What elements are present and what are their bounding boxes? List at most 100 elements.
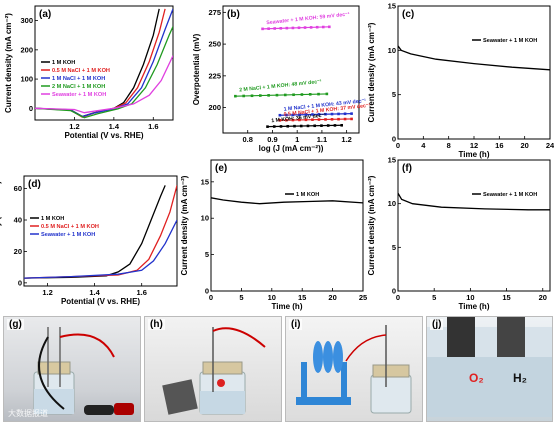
x-tick-label: 25	[359, 293, 367, 302]
data-point	[320, 124, 323, 127]
y-tick-label: 300	[20, 16, 33, 25]
photo-label-g: (g)	[7, 319, 24, 330]
hydrogen-label: H₂	[513, 371, 527, 385]
data-point	[306, 124, 310, 128]
chart-panel-b: 0.8 0.9 1 1.1 1.2 200 225 250 275 log (J (mA cm⁻²…	[192, 5, 371, 153]
x-tick-label: 5	[432, 293, 436, 302]
x-tick-label: 0	[396, 141, 400, 150]
y-tick-label: 5	[392, 90, 396, 99]
data-point	[279, 125, 283, 128]
series-line	[398, 45, 550, 71]
data-point	[300, 93, 304, 96]
y-axis-label: Overpotential (mV)	[192, 33, 201, 105]
data-point	[292, 93, 295, 97]
data-point	[250, 94, 254, 98]
y-tick-label: 0	[392, 135, 396, 144]
x-tick-label: 1.2	[69, 122, 79, 131]
y-tick-label: 5	[205, 250, 209, 259]
series-annotation: 1 M KOH: 36 mV dec⁻¹	[271, 112, 327, 124]
series-line	[24, 185, 166, 279]
y-tick-label: 40	[14, 216, 22, 225]
data-point	[333, 124, 337, 127]
legend-entry: 1 M KOH	[296, 192, 319, 198]
panel-label: (b)	[227, 9, 240, 20]
series-line	[398, 192, 550, 211]
y-tick-label: 0	[205, 287, 209, 296]
y-tick-label: 60	[14, 184, 22, 193]
x-tick-label: 20	[539, 293, 547, 302]
data-point	[259, 94, 262, 97]
data-point	[337, 117, 340, 121]
y-tick-label: 15	[388, 2, 396, 11]
series-line	[35, 55, 173, 114]
data-point	[283, 93, 287, 97]
legend-entry: 2 M NaCl + 1 M KOH	[52, 84, 105, 90]
y-tick-label: 0	[18, 278, 22, 287]
data-point	[293, 124, 296, 128]
plot-area	[398, 192, 550, 211]
plot-area	[398, 45, 550, 71]
data-point	[266, 125, 269, 128]
watermark-text: 大数据报道	[8, 409, 48, 418]
data-point	[267, 27, 270, 30]
data-point	[275, 93, 279, 97]
data-point	[330, 118, 334, 121]
x-axis-label: Time (h)	[459, 302, 490, 311]
x-tick-label: 1.4	[89, 288, 100, 297]
data-point	[267, 94, 270, 97]
data-point	[242, 94, 245, 98]
data-point	[285, 113, 288, 117]
data-point	[298, 118, 301, 122]
data-point	[297, 26, 301, 30]
x-tick-label: 1.6	[148, 122, 158, 131]
data-point	[304, 113, 308, 116]
data-point	[234, 94, 237, 98]
x-axis-label: log (J (mA cm⁻²))	[259, 144, 324, 153]
plot-frame	[34, 5, 174, 121]
photo-label-j: (j)	[430, 319, 444, 330]
data-point	[303, 26, 307, 29]
y-tick-label: 10	[388, 199, 396, 208]
electrode-closeup	[427, 317, 552, 417]
data-point	[325, 92, 329, 96]
data-point	[278, 113, 282, 117]
data-point	[317, 113, 321, 116]
y-tick-label: 20	[14, 247, 22, 256]
fit-line	[267, 124, 342, 128]
x-tick-label: 1.2	[341, 135, 351, 144]
data-point	[309, 26, 313, 29]
x-tick-label: 1.1	[317, 135, 327, 144]
plot-area	[211, 197, 363, 205]
x-tick-label: 15	[298, 293, 306, 302]
photo-label-i: (i)	[289, 319, 303, 330]
x-tick-label: 15	[502, 293, 510, 302]
plot-frame	[397, 5, 551, 140]
data-point	[304, 118, 308, 122]
x-tick-label: 1.4	[109, 122, 120, 131]
photo-panel-g: (g) 大数据报道	[3, 316, 141, 422]
fan-illustration	[296, 325, 412, 414]
data-point	[278, 119, 282, 122]
x-tick-label: 0	[209, 293, 213, 302]
legend-entry: 0.5 M NaCl + 1 M KOH	[52, 68, 110, 74]
x-tick-label: 0	[396, 293, 400, 302]
plot-frame	[23, 175, 178, 287]
data-point	[350, 117, 353, 121]
data-point	[337, 112, 340, 116]
y-tick-label: 100	[20, 75, 33, 84]
chart-panel-d: 1.2 1.4 1.6 0 20 40 60 Potential (V vs. RHE) Cur…	[0, 175, 178, 306]
data-point	[321, 25, 325, 29]
data-point	[298, 113, 301, 117]
x-tick-label: 4	[421, 141, 426, 150]
series-annotation: 2 M NaCl + 1 M KOH: 48 mV dec⁻¹	[239, 79, 322, 94]
data-point	[343, 117, 347, 121]
x-tick-label: 5	[239, 293, 243, 302]
x-tick-label: 10	[466, 293, 474, 302]
legend-entry: 1 M KOH	[41, 216, 64, 222]
data-point	[330, 112, 334, 116]
y-axis-label: Current density (mA cm⁻²)	[180, 175, 189, 275]
data-point	[326, 124, 330, 127]
beaker-illustration	[162, 327, 266, 415]
chart-panel-c: 0 4 8 12 16 20 24 0 5 10 15 Time (h) Current density…	[367, 2, 554, 160]
